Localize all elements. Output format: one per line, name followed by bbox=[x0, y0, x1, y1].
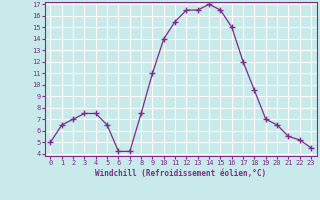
X-axis label: Windchill (Refroidissement éolien,°C): Windchill (Refroidissement éolien,°C) bbox=[95, 169, 266, 178]
